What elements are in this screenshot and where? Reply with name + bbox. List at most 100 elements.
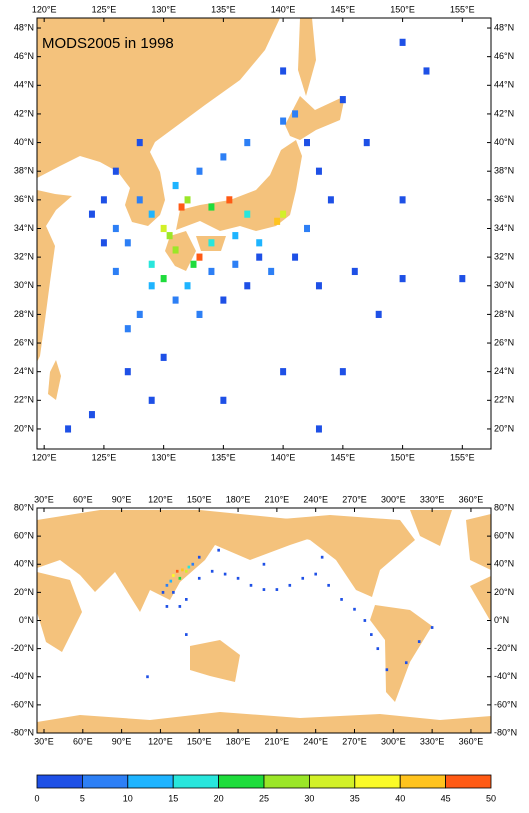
cell [301, 576, 305, 580]
cell [185, 633, 188, 636]
cell [160, 275, 167, 283]
y-tick-label: 24°N [14, 366, 34, 376]
cell [196, 167, 203, 175]
cell [178, 203, 185, 211]
cell [223, 572, 227, 576]
cell [370, 633, 373, 636]
y-tick-label: -60°N [11, 699, 34, 709]
x-tick-label: 330°E [420, 736, 445, 746]
x-tick-label: 60°E [73, 736, 93, 746]
x-tick-label: 300°E [381, 736, 406, 746]
cell [169, 579, 173, 583]
y-tick-label: 20°N [14, 423, 34, 433]
cell [280, 368, 287, 376]
cell [185, 598, 188, 601]
cell [236, 576, 240, 580]
land-world [37, 510, 491, 733]
x-tick-label: 135°E [211, 4, 236, 14]
cell [249, 583, 253, 587]
colorbar-label: 5 [80, 793, 85, 803]
x-tick-label: 155°E [450, 4, 475, 14]
cell [375, 310, 382, 318]
colorbar-label: 0 [34, 793, 39, 803]
cell [226, 196, 233, 204]
y-tick-label: 26°N [494, 337, 514, 347]
cell [327, 196, 334, 204]
y-tick-label: 28°N [494, 309, 514, 319]
cell [399, 196, 406, 204]
x-tick-label: 270°E [342, 494, 367, 504]
y-tick-label: 44°N [494, 80, 514, 90]
x-tick-label: 120°E [32, 4, 57, 14]
cell [314, 572, 317, 576]
y-tick-label: 80°N [14, 502, 34, 512]
y-tick-label: 34°N [14, 223, 34, 233]
y-tick-label: -80°N [494, 727, 517, 737]
x-tick-label: 120°E [148, 736, 173, 746]
y-tick-label: 20°N [494, 587, 514, 597]
cell [124, 368, 131, 376]
cell [146, 675, 149, 679]
x-tick-label: 300°E [381, 494, 406, 504]
cell [244, 138, 251, 147]
y-tick-label: 36°N [494, 194, 514, 204]
cell [217, 548, 220, 552]
cell [423, 67, 430, 75]
x-tick-label: 125°E [92, 452, 117, 462]
colorbar-label: 45 [441, 793, 451, 803]
y-tick-label: 60°N [14, 531, 34, 541]
cell [315, 282, 322, 290]
y-tick-label: 20°N [494, 423, 514, 433]
cell [112, 267, 119, 276]
cell [112, 224, 119, 233]
colorbar-label: 30 [304, 793, 314, 803]
cell [148, 282, 155, 290]
y-tick-label: 46°N [14, 51, 34, 61]
cell [165, 583, 169, 587]
y-tick-label: 38°N [494, 166, 514, 176]
y-tick-label: 24°N [494, 366, 514, 376]
cell [148, 210, 155, 218]
y-tick-label: 22°N [494, 395, 514, 405]
x-tick-label: 145°E [331, 452, 356, 462]
cell [459, 275, 466, 283]
cell [292, 253, 299, 261]
cell [268, 267, 275, 276]
cell [172, 590, 175, 594]
colorbar-swatch [36, 774, 83, 789]
cell [197, 555, 201, 559]
cell [161, 590, 165, 594]
cell [160, 353, 167, 361]
colorbar-label: 50 [486, 793, 496, 803]
x-tick-label: 180°E [226, 494, 251, 504]
cell [288, 583, 292, 587]
cell [175, 569, 179, 573]
y-tick-label: -60°N [494, 699, 517, 709]
cell [208, 239, 215, 247]
x-tick-label: 150°E [187, 736, 212, 746]
colorbar-label: 15 [168, 793, 178, 803]
x-tick-label: 30°E [34, 494, 54, 504]
layer: 120°E 120°E 125°E 125°E 130°E 130°E 135°E 135°E… [11, 4, 517, 803]
cell [363, 619, 367, 622]
cell [320, 555, 324, 559]
cell [187, 565, 191, 569]
cell [178, 576, 182, 580]
cell [136, 138, 143, 147]
cell [166, 232, 173, 240]
y-tick-label: 40°N [14, 559, 34, 569]
x-tick-label: 140°E [271, 4, 296, 14]
x-tick-label: 360°E [459, 736, 484, 746]
x-tick-label: 130°E [151, 452, 176, 462]
cell [208, 203, 215, 211]
colorbar-label: 25 [259, 793, 269, 803]
x-tick-label: 240°E [303, 494, 328, 504]
cell [136, 196, 143, 204]
x-tick-label: 60°E [73, 494, 93, 504]
cell [280, 67, 287, 75]
cell [399, 275, 406, 283]
y-tick-label: 48°N [14, 22, 34, 32]
y-tick-label: 42°N [14, 108, 34, 118]
colorbar-swatch [308, 774, 356, 789]
map-frame [36, 17, 492, 450]
